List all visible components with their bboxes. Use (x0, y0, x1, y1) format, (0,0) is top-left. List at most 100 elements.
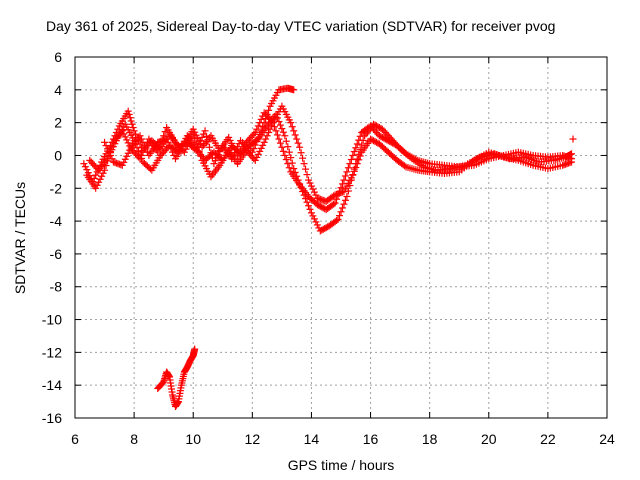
y-tick-label: -12 (42, 344, 62, 360)
data-point (180, 148, 188, 156)
data-point (310, 188, 318, 196)
data-point (191, 128, 199, 136)
data-point (336, 188, 344, 196)
data-point (284, 160, 292, 168)
data-point (340, 200, 348, 208)
data-point (293, 135, 301, 143)
data-point (347, 176, 355, 184)
data-point (330, 200, 338, 208)
data-point (86, 156, 94, 164)
data-point (226, 136, 234, 144)
axis-ticks: 6 8 10 12 14 16 18 20 22 24-16-14-12-10-8-6-4-202… (42, 49, 615, 447)
data-point (169, 148, 177, 156)
data-point (121, 155, 129, 163)
data-point (383, 136, 391, 144)
data-point (253, 125, 261, 133)
data-point (210, 160, 218, 168)
data-point (99, 169, 107, 177)
x-tick-label: 6 (71, 431, 79, 447)
data-point (155, 144, 163, 152)
data-point (253, 153, 261, 161)
data-point (257, 115, 265, 123)
data-point (174, 142, 182, 150)
y-tick-label: -4 (50, 213, 63, 229)
data-point (271, 123, 278, 131)
data-point (307, 182, 315, 190)
data-point (128, 120, 136, 128)
data-point (120, 130, 128, 138)
plot-frame (74, 56, 608, 419)
data-point (275, 118, 283, 126)
data-point (375, 124, 383, 132)
data-points (80, 84, 577, 411)
data-point (102, 142, 110, 150)
data-point (288, 123, 296, 131)
data-point (302, 165, 310, 173)
data-point (164, 138, 172, 146)
data-point (158, 150, 166, 158)
data-point (291, 131, 299, 139)
data-point (121, 133, 129, 141)
data-point (109, 143, 117, 151)
data-point (197, 140, 205, 148)
data-point (341, 196, 349, 204)
data-point (304, 176, 312, 184)
data-point (129, 124, 137, 132)
data-point (257, 144, 265, 152)
data-point (245, 135, 253, 143)
data-point (146, 165, 154, 173)
x-tick-label: 8 (130, 431, 138, 447)
data-point (356, 132, 364, 140)
data-point (272, 110, 280, 118)
data-point (370, 137, 378, 145)
data-point (160, 148, 168, 156)
data-point (356, 152, 364, 160)
y-tick-label: -16 (42, 410, 62, 426)
data-point (341, 172, 349, 180)
data-point (189, 125, 197, 133)
data-point (276, 139, 284, 147)
data-point (346, 182, 354, 190)
data-point (118, 161, 126, 169)
data-point (90, 161, 98, 169)
data-point (336, 212, 344, 220)
data-point (378, 133, 386, 141)
data-point (353, 140, 361, 148)
data-point (90, 174, 98, 182)
data-point (95, 178, 103, 186)
data-point (300, 160, 308, 168)
data-point (92, 171, 100, 179)
data-point (232, 148, 240, 156)
data-point (384, 137, 392, 145)
data-point (309, 185, 317, 193)
data-point (372, 128, 380, 136)
data-point (333, 195, 341, 203)
data-point (170, 151, 178, 159)
data-point (352, 144, 360, 152)
data-point (279, 128, 287, 136)
data-point (96, 175, 104, 183)
x-tick-label: 14 (304, 431, 320, 447)
data-point (355, 150, 363, 158)
data-point (195, 137, 203, 145)
data-point (123, 152, 131, 160)
data-point (309, 212, 317, 220)
data-point (80, 160, 88, 168)
data-point (347, 156, 355, 164)
data-point (568, 155, 576, 163)
data-point (318, 203, 326, 211)
data-point (312, 191, 320, 199)
data-point (266, 125, 274, 133)
data-point (368, 124, 376, 132)
data-point (349, 171, 357, 179)
data-point (372, 122, 380, 130)
data-point (321, 224, 329, 232)
data-point (337, 208, 345, 216)
data-point (310, 215, 318, 223)
data-point (344, 164, 352, 172)
data-point (377, 133, 385, 141)
data-point (371, 127, 379, 135)
data-point (138, 154, 145, 162)
data-point (350, 165, 358, 173)
